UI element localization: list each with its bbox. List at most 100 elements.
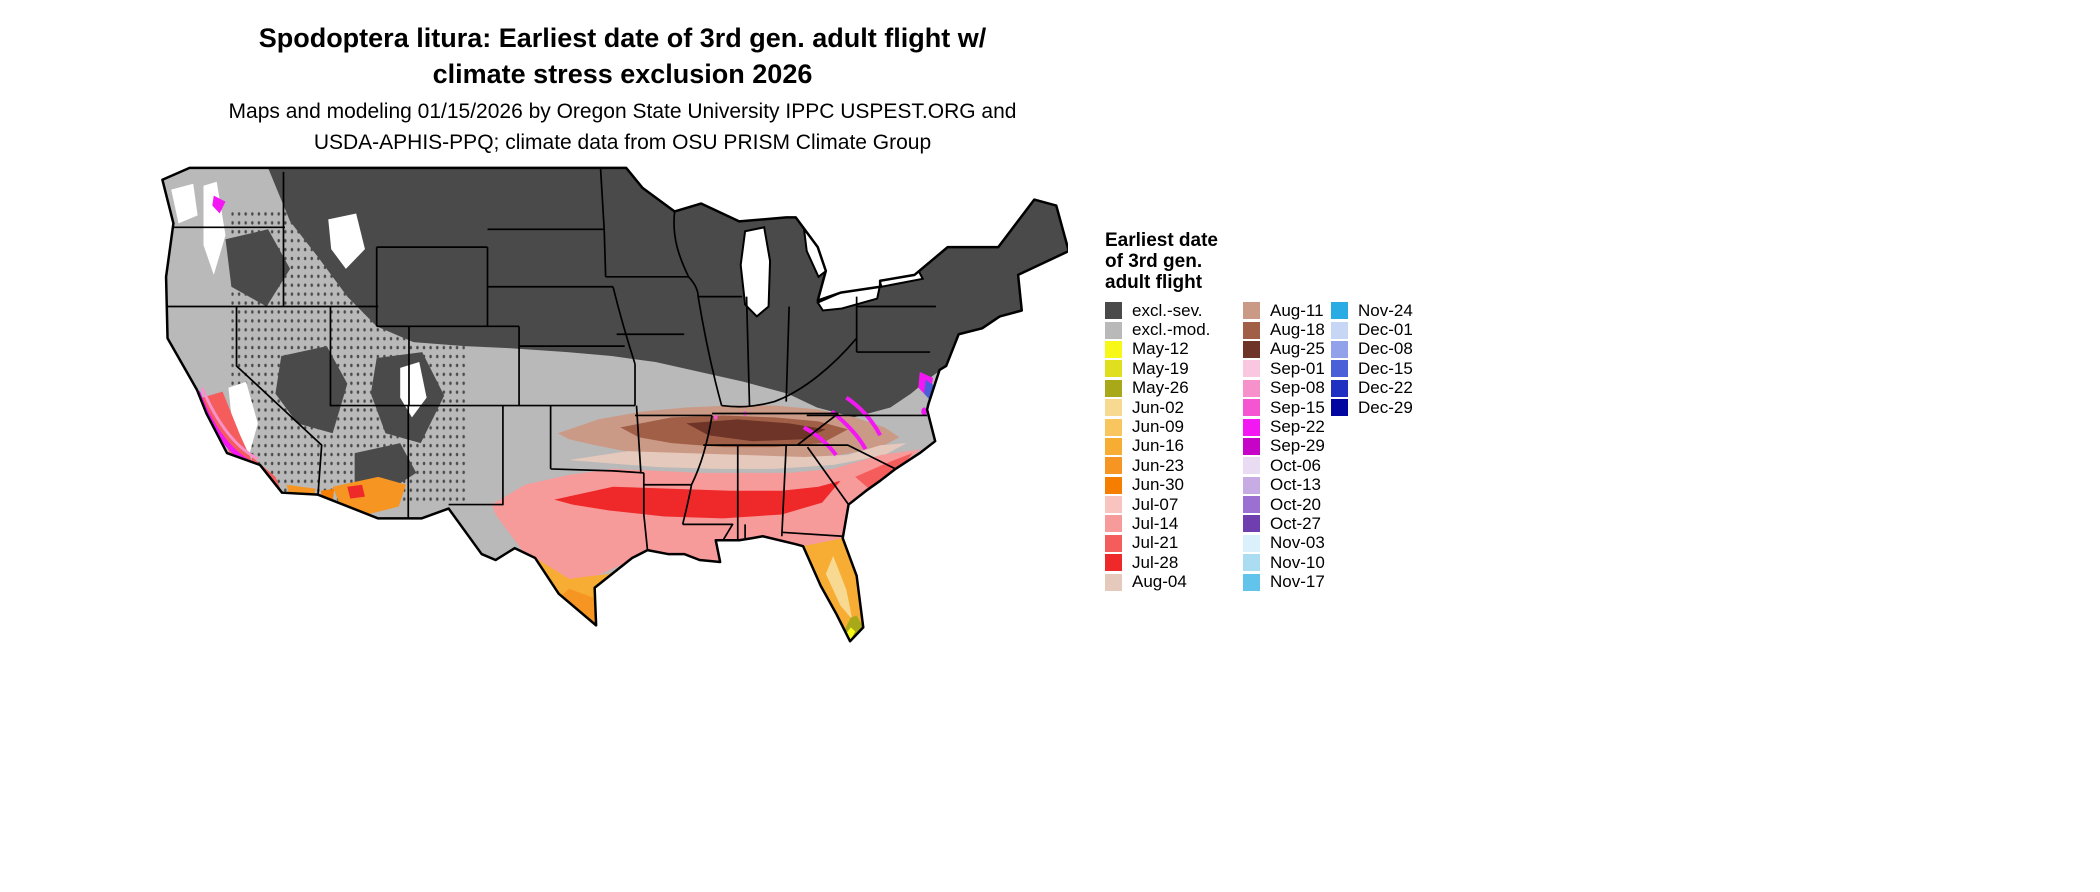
region-jul21-carolinas [855, 453, 913, 491]
legend-label: Sep-08 [1270, 378, 1325, 398]
legend-label: May-12 [1132, 339, 1189, 359]
legend-entry: Jun-23 [1105, 456, 1243, 475]
legend-label: Jul-14 [1132, 514, 1179, 533]
us-choropleth-map [158, 158, 1068, 663]
legend-entry: Dec-08 [1331, 339, 1421, 359]
legend-entry: Oct-13 [1243, 475, 1331, 495]
region-jun23-texas-tip [561, 588, 597, 624]
legend-label: Dec-08 [1358, 339, 1413, 359]
legend-label: Aug-18 [1270, 320, 1325, 340]
map-subtitle-line1: Maps and modeling 01/15/2026 by Oregon S… [228, 100, 1017, 123]
legend-column: Aug-11 Aug-18 Aug-25 Sep-01 Sep-08 Sep-15 Sep-… [1243, 301, 1331, 592]
legend-swatch [1105, 515, 1122, 533]
region-excluded-severe-oregon-idaho [225, 229, 291, 307]
legend-title-line1: Earliest date [1105, 230, 1218, 251]
legend-entry: excl.-sev. [1105, 301, 1243, 320]
legend-entry: Nov-10 [1243, 553, 1331, 572]
legend-swatch [1331, 340, 1348, 358]
legend-entry: Jul-14 [1105, 514, 1243, 533]
legend-label: excl.-mod. [1132, 320, 1211, 340]
legend-swatch [1105, 496, 1122, 514]
legend-swatch [1105, 457, 1122, 475]
legend-entry: May-19 [1105, 359, 1243, 378]
legend-title-line2: of 3rd gen. [1105, 251, 1203, 272]
region-mountain-colorado-rockies [400, 361, 427, 418]
legend-swatch [1105, 437, 1122, 455]
legend-entry: Jun-30 [1105, 475, 1243, 495]
legend-label: Jul-28 [1132, 552, 1179, 572]
legend-entry: Oct-27 [1243, 514, 1331, 533]
legend-swatch [1105, 360, 1122, 378]
legend-swatch [1331, 399, 1348, 417]
region-jul28-phoenix [347, 484, 365, 499]
legend-label: Oct-27 [1270, 514, 1322, 533]
legend-label: Sep-29 [1270, 436, 1325, 456]
legend-label: Jun-09 [1132, 417, 1184, 437]
legend-swatch [1243, 418, 1260, 436]
legend-entry: Jun-09 [1105, 417, 1243, 436]
legend-swatch [1105, 399, 1122, 417]
legend-label: Jun-30 [1132, 475, 1184, 495]
legend-entry: Aug-11 [1243, 301, 1331, 320]
region-sep15-kentucky-speck [713, 414, 718, 420]
legend-entry: Dec-01 [1331, 320, 1421, 339]
legend-swatch [1105, 573, 1122, 591]
legend-label: Nov-10 [1270, 552, 1325, 572]
legend-entry: Nov-17 [1243, 572, 1331, 591]
legend-entry: Dec-22 [1331, 378, 1421, 398]
map-title: Spodoptera litura: Earliest date of 3rd … [0, 20, 1245, 92]
legend-entry: Sep-29 [1243, 436, 1331, 456]
legend-column: Nov-24 Dec-01 Dec-08 Dec-15 Dec-22 Dec-29 [1331, 301, 1421, 592]
lake-michigan [741, 227, 770, 316]
legend-label: Sep-01 [1270, 358, 1325, 378]
legend-label: Jul-21 [1132, 533, 1179, 553]
legend-swatch [1105, 554, 1122, 572]
region-aug25-core [686, 419, 826, 442]
legend-swatch [1243, 321, 1260, 339]
region-nov24-monterey [207, 426, 212, 432]
map-subtitle: Maps and modeling 01/15/2026 by Oregon S… [0, 96, 1245, 158]
legend-title-line3: adult flight [1105, 272, 1203, 293]
region-sep22-appalachia [832, 411, 866, 449]
region-sep22-norfolk [921, 407, 928, 416]
region-sep08-california-coast [202, 388, 258, 459]
legend-columns: excl.-sev. excl.-mod. May-12 May-19 May-26 Ju… [1105, 301, 1525, 592]
region-mountain-north-rockies [328, 213, 365, 269]
legend-label: Nov-24 [1358, 300, 1413, 320]
legend-title: Earliest date of 3rd gen. adult flight [1105, 230, 1525, 293]
legend-label: Dec-15 [1358, 358, 1413, 378]
legend-swatch [1243, 515, 1260, 533]
legend-swatch [1243, 457, 1260, 475]
legend-swatch [1243, 573, 1260, 591]
legend-swatch [1243, 476, 1260, 494]
legend-swatch [1243, 399, 1260, 417]
legend-swatch [1105, 340, 1122, 358]
legend-entry: Nov-24 [1331, 301, 1421, 320]
legend-label: Nov-17 [1270, 572, 1325, 592]
region-sep22-smokies [804, 427, 836, 455]
legend-entry: Sep-08 [1243, 378, 1331, 398]
map-title-line1: Spodoptera litura: Earliest date of 3rd … [258, 23, 987, 53]
legend-label: Dec-29 [1358, 397, 1413, 417]
legend-label: Aug-11 [1270, 300, 1324, 320]
legend-entry: Jun-16 [1105, 436, 1243, 456]
legend-label: Sep-15 [1270, 397, 1325, 417]
legend-swatch [1105, 379, 1122, 397]
legend-label: Oct-13 [1270, 475, 1322, 495]
legend-label: Oct-06 [1270, 455, 1322, 475]
legend-label: Aug-04 [1132, 572, 1187, 592]
legend-label: May-26 [1132, 378, 1189, 398]
legend-swatch [1105, 302, 1122, 320]
legend-entry: Nov-03 [1243, 533, 1331, 553]
legend-swatch [1243, 534, 1260, 552]
legend-entry: Jun-02 [1105, 398, 1243, 417]
legend-swatch [1105, 476, 1122, 494]
legend-swatch [1105, 418, 1122, 436]
legend-entry: Sep-01 [1243, 359, 1331, 378]
legend-label: excl.-sev. [1132, 300, 1203, 320]
legend-label: Dec-01 [1358, 320, 1413, 340]
map-legend: Earliest date of 3rd gen. adult flight e… [1105, 230, 1525, 592]
legend-label: Jun-02 [1132, 397, 1184, 417]
region-sep22-puget [212, 195, 226, 214]
legend-swatch [1243, 340, 1260, 358]
